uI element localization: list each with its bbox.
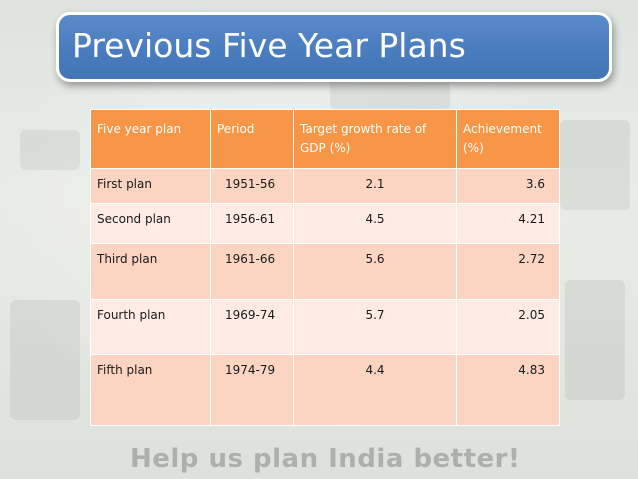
cell-achievement: 2.72 [456, 243, 560, 300]
cell-achievement: 2.05 [456, 299, 560, 355]
cell-plan: Fourth plan [90, 299, 211, 355]
table-row: Third plan 1961-66 5.6 2.72 [90, 243, 560, 300]
cell-target: 5.6 [293, 243, 457, 300]
cell-period: 1961-66 [210, 243, 294, 300]
cell-plan: Fifth plan [90, 354, 211, 426]
table-header-row: Five year plan Period Target growth rate… [90, 109, 560, 169]
cell-period: 1951-56 [210, 168, 294, 204]
table-row: Fourth plan 1969-74 5.7 2.05 [90, 299, 560, 355]
header-target-growth: Target growth rate of GDP (%) [293, 109, 457, 169]
header-plan: Five year plan [90, 109, 211, 169]
cell-achievement: 4.83 [456, 354, 560, 426]
cell-period: 1969-74 [210, 299, 294, 355]
cell-target: 4.5 [293, 203, 457, 244]
table-row: Second plan 1956-61 4.5 4.21 [90, 203, 560, 244]
cell-target: 4.4 [293, 354, 457, 426]
cell-plan: First plan [90, 168, 211, 204]
cell-achievement: 3.6 [456, 168, 560, 204]
cell-period: 1956-61 [210, 203, 294, 244]
header-achievement: Achievement (%) [456, 109, 560, 169]
header-period: Period [210, 109, 294, 169]
table-row: Fifth plan 1974-79 4.4 4.83 [90, 354, 560, 426]
background-caption: Help us plan India better! [130, 444, 521, 474]
cell-period: 1974-79 [210, 354, 294, 426]
cell-achievement: 4.21 [456, 203, 560, 244]
cell-plan: Second plan [90, 203, 211, 244]
cell-target: 2.1 [293, 168, 457, 204]
cell-target: 5.7 [293, 299, 457, 355]
title-banner: Previous Five Year Plans [56, 12, 612, 82]
cell-plan: Third plan [90, 243, 211, 300]
five-year-plans-table: Five year plan Period Target growth rate… [90, 109, 560, 426]
slide-title: Previous Five Year Plans [72, 26, 466, 65]
table-row: First plan 1951-56 2.1 3.6 [90, 168, 560, 204]
